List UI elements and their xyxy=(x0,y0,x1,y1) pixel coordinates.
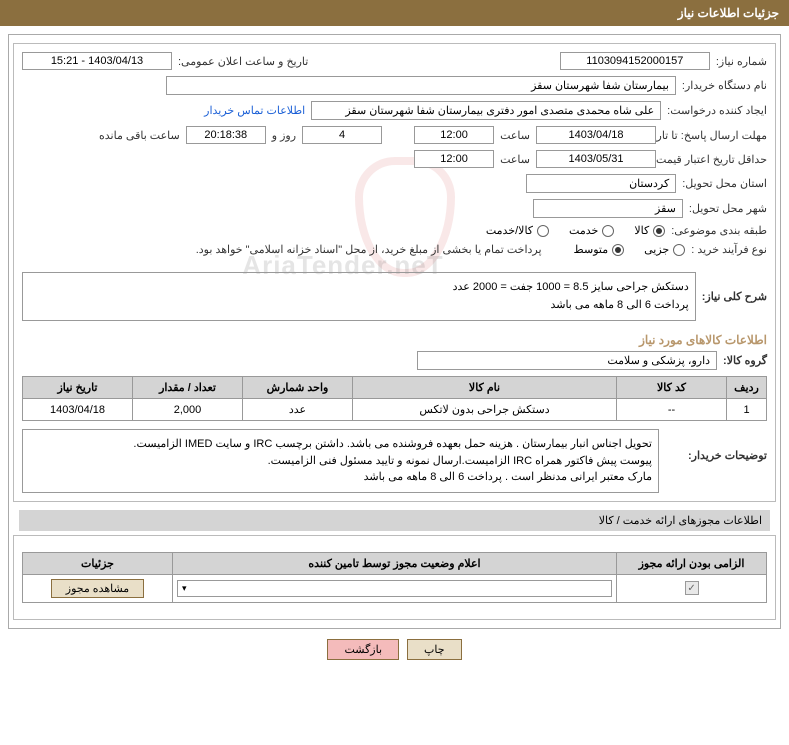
table-header-row: ردیف کد کالا نام کالا واحد شمارش تعداد /… xyxy=(23,377,767,399)
radio-icon xyxy=(673,244,685,256)
radio-icon xyxy=(602,225,614,237)
creator-label: ایجاد کننده درخواست: xyxy=(667,104,767,117)
remain-label: ساعت باقی مانده xyxy=(99,129,180,142)
province-value: کردستان xyxy=(526,174,676,193)
page-title: جزئیات اطلاعات نیاز xyxy=(678,6,779,20)
license-section: الزامی بودن ارائه مجوز اعلام وضعیت مجوز … xyxy=(13,535,776,620)
deadline-label: مهلت ارسال پاسخ: تا تاریخ: xyxy=(662,129,767,142)
radio-icon xyxy=(537,225,549,237)
city-label: شهر محل تحویل: xyxy=(689,202,767,215)
th-code: کد کالا xyxy=(617,377,727,399)
th-details: جزئیات xyxy=(23,552,173,574)
check-icon: ✓ xyxy=(687,583,695,594)
announce-value: 1403/04/13 - 15:21 xyxy=(22,52,172,70)
chevron-down-icon: ▾ xyxy=(182,583,187,594)
td-name: دستکش جراحی بدون لاتکس xyxy=(353,399,617,421)
td-unit: عدد xyxy=(243,399,353,421)
radio-medium[interactable]: متوسط xyxy=(574,243,625,256)
th-name: نام کالا xyxy=(353,377,617,399)
days-remain: 4 xyxy=(302,126,382,144)
summary-line2: پرداخت 6 الی 8 ماهه می باشد xyxy=(29,297,689,315)
td-status: ▾ xyxy=(173,574,617,602)
radio-icon xyxy=(653,225,665,237)
radio-medium-label: متوسط xyxy=(574,243,609,256)
need-number-value: 1103094152000157 xyxy=(560,52,710,70)
summary-line1: دستکش جراحی سایز 8.5 = 1000 جفت = 2000 ع… xyxy=(29,279,689,297)
summary-label: شرح کلی نیاز: xyxy=(702,290,767,303)
th-qty: تعداد / مقدار xyxy=(133,377,243,399)
province-label: استان محل تحویل: xyxy=(682,177,767,190)
license-row: ✓ ▾ مشاهده مجوز xyxy=(23,574,767,602)
desc-line3: مارک معتبر ایرانی مدنظر است . پرداخت 6 ا… xyxy=(29,469,652,486)
license-table: الزامی بودن ارائه مجوز اعلام وضعیت مجوز … xyxy=(22,552,767,603)
desc-line1: تحویل اجناس انبار بیمارستان . هزینه حمل … xyxy=(29,436,652,453)
radio-both-label: کالا/خدمت xyxy=(486,224,533,237)
th-row: ردیف xyxy=(727,377,767,399)
goods-table: ردیف کد کالا نام کالا واحد شمارش تعداد /… xyxy=(22,376,767,421)
license-section-header: اطلاعات مجوزهای ارائه خدمت / کالا xyxy=(19,510,770,531)
td-qty: 2,000 xyxy=(133,399,243,421)
time-label-1: ساعت xyxy=(500,129,530,142)
process-radio-group: جزیی متوسط xyxy=(574,243,686,256)
td-date: 1403/04/18 xyxy=(23,399,133,421)
table-row: 1 -- دستکش جراحی بدون لاتکس عدد 2,000 14… xyxy=(23,399,767,421)
buyer-value: بیمارستان شفا شهرستان سقز xyxy=(166,76,676,95)
goods-section-title: اطلاعات کالاهای مورد نیاز xyxy=(22,333,767,347)
time-remain: 20:18:38 xyxy=(186,126,266,144)
th-status: اعلام وضعیت مجوز توسط تامین کننده xyxy=(173,552,617,574)
th-date: تاریخ نیاز xyxy=(23,377,133,399)
validity-label: حداقل تاریخ اعتبار قیمت: تا تاریخ: xyxy=(662,153,767,166)
status-select[interactable]: ▾ xyxy=(177,580,612,597)
info-section: AriaTender.neT شماره نیاز: 1103094152000… xyxy=(13,43,776,502)
back-button[interactable]: بازگشت xyxy=(327,639,399,660)
buyer-desc-box: تحویل اجناس انبار بیمارستان . هزینه حمل … xyxy=(22,429,659,493)
license-header-row: الزامی بودن ارائه مجوز اعلام وضعیت مجوز … xyxy=(23,552,767,574)
category-label: طبقه بندی موضوعی: xyxy=(671,224,767,237)
payment-note: پرداخت تمام یا بخشی از مبلغ خرید، از محل… xyxy=(196,243,542,256)
td-required: ✓ xyxy=(617,574,767,602)
group-value: دارو، پزشکی و سلامت xyxy=(417,351,717,370)
group-label: گروه کالا: xyxy=(723,354,767,367)
action-buttons: چاپ بازگشت xyxy=(0,639,789,660)
summary-box: دستکش جراحی سایز 8.5 = 1000 جفت = 2000 ع… xyxy=(22,272,696,321)
validity-time: 12:00 xyxy=(414,150,494,168)
radio-service[interactable]: خدمت xyxy=(569,224,614,237)
print-button[interactable]: چاپ xyxy=(407,639,462,660)
desc-line2: پیوست پیش فاکتور همراه IRC الزامیست.ارسا… xyxy=(29,453,652,470)
radio-goods-label: کالا xyxy=(634,224,649,237)
city-value: سقز xyxy=(533,199,683,218)
radio-both[interactable]: کالا/خدمت xyxy=(486,224,549,237)
buyer-label: نام دستگاه خریدار: xyxy=(682,79,767,92)
th-required: الزامی بودن ارائه مجوز xyxy=(617,552,767,574)
days-label: روز و xyxy=(272,129,296,142)
td-row: 1 xyxy=(727,399,767,421)
process-label: نوع فرآیند خرید : xyxy=(691,243,767,256)
need-number-label: شماره نیاز: xyxy=(716,55,767,68)
main-frame: AriaTender.neT شماره نیاز: 1103094152000… xyxy=(8,34,781,629)
radio-service-label: خدمت xyxy=(569,224,598,237)
radio-goods[interactable]: کالا xyxy=(634,224,665,237)
creator-value: علی شاه محمدی متصدی امور دفتری بیمارستان… xyxy=(311,101,661,120)
td-details: مشاهده مجوز xyxy=(23,574,173,602)
deadline-time: 12:00 xyxy=(414,126,494,144)
radio-small[interactable]: جزیی xyxy=(644,243,685,256)
announce-label: تاریخ و ساعت اعلان عمومی: xyxy=(178,55,308,68)
radio-icon xyxy=(612,244,624,256)
contact-link[interactable]: اطلاعات تماس خریدار xyxy=(204,104,305,117)
page-header: جزئیات اطلاعات نیاز xyxy=(0,0,789,26)
td-code: -- xyxy=(617,399,727,421)
radio-small-label: جزیی xyxy=(644,243,669,256)
deadline-date: 1403/04/18 xyxy=(536,126,656,144)
view-license-button[interactable]: مشاهده مجوز xyxy=(51,579,144,598)
validity-date: 1403/05/31 xyxy=(536,150,656,168)
buyer-desc-label: توضیحات خریدار: xyxy=(667,429,767,462)
th-unit: واحد شمارش xyxy=(243,377,353,399)
required-checkbox[interactable]: ✓ xyxy=(685,581,699,595)
category-radio-group: کالا خدمت کالا/خدمت xyxy=(486,224,665,237)
time-label-2: ساعت xyxy=(500,153,530,166)
